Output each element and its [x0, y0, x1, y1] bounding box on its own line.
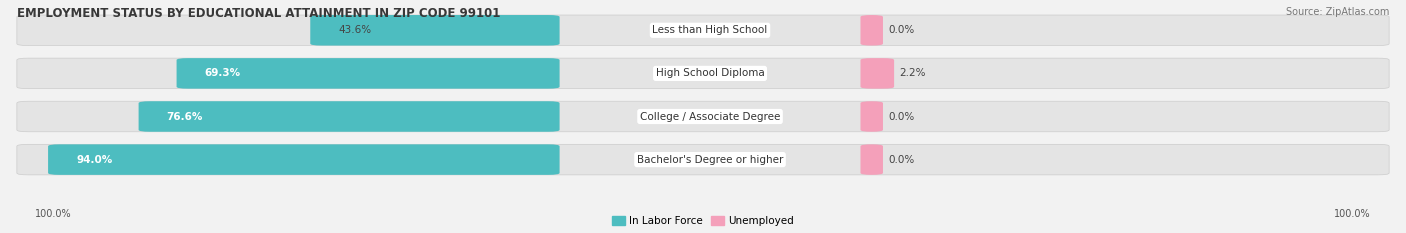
FancyBboxPatch shape	[860, 15, 883, 46]
Text: 94.0%: 94.0%	[76, 155, 112, 164]
Text: 100.0%: 100.0%	[1334, 209, 1371, 219]
Text: 0.0%: 0.0%	[889, 155, 915, 164]
Text: High School Diploma: High School Diploma	[655, 69, 765, 78]
Text: 69.3%: 69.3%	[205, 69, 240, 78]
Text: 100.0%: 100.0%	[35, 209, 72, 219]
Text: College / Associate Degree: College / Associate Degree	[640, 112, 780, 121]
Text: 76.6%: 76.6%	[167, 112, 202, 121]
Text: Bachelor's Degree or higher: Bachelor's Degree or higher	[637, 155, 783, 164]
FancyBboxPatch shape	[860, 101, 883, 132]
Text: Source: ZipAtlas.com: Source: ZipAtlas.com	[1285, 7, 1389, 17]
FancyBboxPatch shape	[17, 101, 1389, 132]
Legend: In Labor Force, Unemployed: In Labor Force, Unemployed	[609, 212, 797, 230]
Text: EMPLOYMENT STATUS BY EDUCATIONAL ATTAINMENT IN ZIP CODE 99101: EMPLOYMENT STATUS BY EDUCATIONAL ATTAINM…	[17, 7, 501, 20]
FancyBboxPatch shape	[177, 58, 560, 89]
Text: 43.6%: 43.6%	[339, 25, 371, 35]
FancyBboxPatch shape	[17, 144, 1389, 175]
FancyBboxPatch shape	[17, 58, 1389, 89]
FancyBboxPatch shape	[139, 101, 560, 132]
Text: 0.0%: 0.0%	[889, 112, 915, 121]
FancyBboxPatch shape	[17, 15, 1389, 46]
FancyBboxPatch shape	[860, 58, 894, 89]
Text: 0.0%: 0.0%	[889, 25, 915, 35]
FancyBboxPatch shape	[48, 144, 560, 175]
FancyBboxPatch shape	[860, 144, 883, 175]
FancyBboxPatch shape	[311, 15, 560, 46]
Text: Less than High School: Less than High School	[652, 25, 768, 35]
Text: 2.2%: 2.2%	[900, 69, 927, 78]
